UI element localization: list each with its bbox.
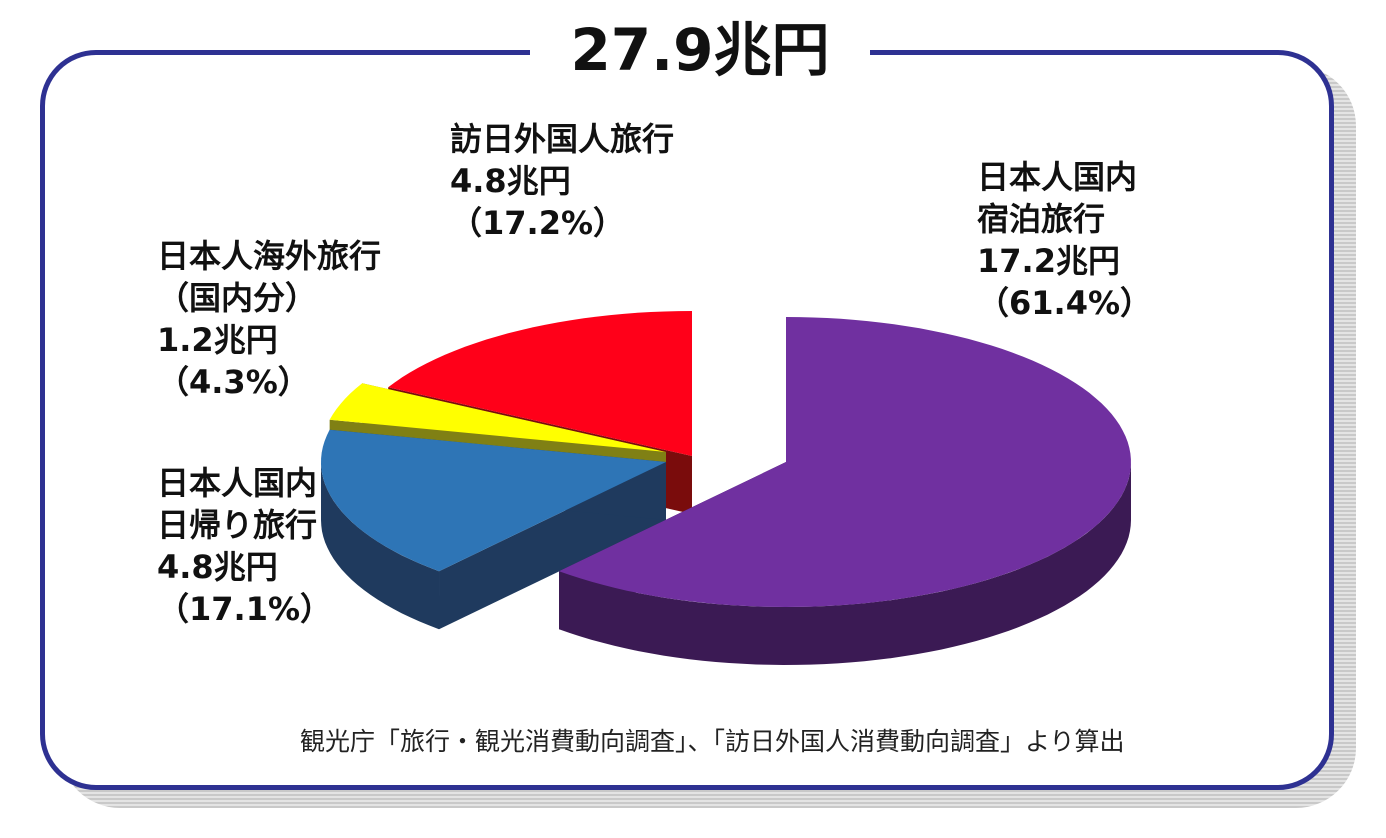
label-domestic-stay-line2: 宿泊旅行	[977, 200, 1106, 238]
label-outbound-domestic: 日本人海外旅行 （国内分） 1.2兆円 （4.3%）	[157, 235, 381, 403]
label-outbound-value: 1.2兆円	[157, 321, 278, 359]
label-outbound-line2: （国内分）	[157, 279, 318, 317]
slice-domestic_stay	[559, 317, 1131, 665]
label-inbound-percent: （17.2%）	[450, 204, 626, 242]
slice-outbound_domestic-top	[329, 383, 666, 452]
label-domestic-day-value: 4.8兆円	[157, 548, 278, 586]
label-domestic-day-line1: 日本人国内	[157, 464, 318, 502]
slice-domestic_stay-top	[559, 317, 1131, 607]
slice-domestic_day-top	[321, 429, 666, 572]
label-domestic-stay: 日本人国内 宿泊旅行 17.2兆円 （61.4%）	[977, 156, 1152, 324]
slice-domestic_stay-side	[559, 462, 1131, 665]
label-domestic-stay-percent: （61.4%）	[977, 284, 1153, 322]
label-domestic-day: 日本人国内 日帰り旅行 4.8兆円 （17.1%）	[157, 462, 332, 630]
source-note: 観光庁「旅行・観光消費動向調査」、「訪日外国人消費動向調査」より算出	[300, 727, 1125, 756]
label-domestic-day-percent: （17.1%）	[157, 590, 333, 628]
label-domestic-stay-line1: 日本人国内	[977, 158, 1138, 196]
slice-domestic_day-side	[321, 462, 439, 630]
slice-domestic_day	[321, 429, 666, 630]
label-outbound-percent: （4.3%）	[157, 363, 310, 401]
label-inbound: 訪日外国人旅行 4.8兆円 （17.2%）	[450, 118, 674, 244]
label-inbound-value: 4.8兆円	[450, 162, 571, 200]
label-outbound-line1: 日本人海外旅行	[157, 237, 382, 275]
label-domestic-stay-value: 17.2兆円	[977, 242, 1120, 280]
chart-title: 27.9兆円	[530, 14, 870, 86]
label-domestic-day-line2: 日帰り旅行	[157, 506, 318, 544]
label-inbound-line1: 訪日外国人旅行	[450, 120, 675, 158]
slice-inbound-top	[388, 311, 692, 456]
